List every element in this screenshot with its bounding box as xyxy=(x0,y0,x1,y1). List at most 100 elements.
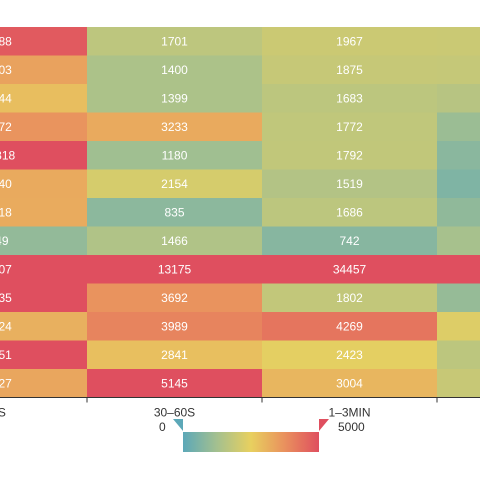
heatmap-cell[interactable] xyxy=(437,312,480,341)
visual-map-legend[interactable]: 0 5000 xyxy=(159,419,365,452)
cell-value-label: 1686 xyxy=(336,205,363,219)
heatmap-cell[interactable] xyxy=(87,141,262,170)
cell-value-label: 3240 xyxy=(0,177,12,191)
cell-value-label: 1399 xyxy=(161,91,188,105)
heatmap-cell[interactable] xyxy=(87,169,262,199)
heatmap-cell[interactable] xyxy=(262,55,437,85)
heatmap-cell[interactable] xyxy=(262,255,437,284)
cell-value-label: 835 xyxy=(164,205,184,219)
cell-value-label: 1400 xyxy=(161,63,188,77)
cell-value-label: 1792 xyxy=(336,148,363,162)
cell-value-label: 13318 xyxy=(0,148,16,162)
heatmap-cell[interactable] xyxy=(0,55,87,85)
cell-value-label: 949 xyxy=(0,234,9,248)
cell-value-label: 34457 xyxy=(333,262,367,276)
legend-max-label: 5000 xyxy=(338,420,365,434)
cell-value-label: 6835 xyxy=(0,291,12,305)
cell-value-label: 6107 xyxy=(0,262,12,276)
heatmap-cell[interactable] xyxy=(262,27,437,56)
cell-value-label: 4788 xyxy=(0,34,12,48)
heatmap-cell[interactable] xyxy=(437,198,480,227)
heatmap-cell[interactable] xyxy=(87,112,262,142)
heatmap-cell[interactable] xyxy=(262,84,437,113)
heatmap-cell[interactable] xyxy=(0,226,87,256)
cell-value-label: 2844 xyxy=(0,91,12,105)
heatmap-cell[interactable] xyxy=(87,27,262,56)
heatmap-cell[interactable] xyxy=(0,84,87,113)
heatmap-cell[interactable] xyxy=(87,226,262,256)
cell-value-label: 3403 xyxy=(0,63,12,77)
cell-value-label: 1519 xyxy=(336,177,363,191)
legend-min-label: 0 xyxy=(159,420,166,434)
heatmap-cell[interactable] xyxy=(437,226,480,256)
cell-value-label: 3327 xyxy=(0,376,12,390)
heatmap-cell[interactable] xyxy=(437,340,480,370)
cell-value-label: 2154 xyxy=(161,177,188,191)
x-axis: 0S 30–60S 1–3MIN xyxy=(0,397,480,420)
heatmap-cell[interactable] xyxy=(262,169,437,199)
heatmap-cell[interactable] xyxy=(262,198,437,227)
heatmap-cell[interactable] xyxy=(437,169,480,199)
heatmap-cell[interactable] xyxy=(437,283,480,313)
heatmap-cell[interactable] xyxy=(87,369,262,398)
heatmap-cell[interactable] xyxy=(0,169,87,199)
heatmap-cell[interactable] xyxy=(87,340,262,370)
cell-value-label: 13175 xyxy=(158,262,192,276)
heatmap-cell[interactable] xyxy=(0,369,87,398)
heatmap-cell[interactable] xyxy=(262,141,437,170)
x-axis-tick-label: 30–60S xyxy=(154,406,195,420)
heatmap-cell[interactable] xyxy=(0,27,87,56)
cell-value-label: 3692 xyxy=(161,291,188,305)
heatmap-cell[interactable] xyxy=(87,84,262,113)
legend-min-handle[interactable] xyxy=(173,419,183,431)
heatmap-cell[interactable] xyxy=(87,198,262,227)
heatmap-cell[interactable] xyxy=(87,55,262,85)
cell-value-label: 1701 xyxy=(161,34,188,48)
heatmap-cell[interactable] xyxy=(262,226,437,256)
heatmap-cell[interactable] xyxy=(437,55,480,85)
heatmap-cell[interactable] xyxy=(262,340,437,370)
x-axis-tick-label: 0S xyxy=(0,406,6,420)
cell-value-label: 1180 xyxy=(162,148,188,162)
cell-value-label: 4269 xyxy=(336,319,363,333)
cell-value-label: 1802 xyxy=(336,291,363,305)
cell-value-label: 3233 xyxy=(161,120,188,134)
heatmap-cell[interactable] xyxy=(437,141,480,170)
heatmap-cell[interactable] xyxy=(0,198,87,227)
heatmap-cell[interactable] xyxy=(87,312,262,341)
heatmap-cell[interactable] xyxy=(262,312,437,341)
cell-value-label: 1466 xyxy=(161,234,188,248)
cell-value-label: 3124 xyxy=(0,319,12,333)
heatmap-cell[interactable] xyxy=(437,112,480,142)
cell-value-label: 3672 xyxy=(0,120,12,134)
cell-value-label: 1683 xyxy=(336,91,363,105)
cell-value-label: 2841 xyxy=(161,348,188,362)
heatmap-cell[interactable] xyxy=(437,369,480,398)
heatmap-cell[interactable] xyxy=(87,283,262,313)
heatmap-cell[interactable] xyxy=(87,255,262,284)
legend-gradient-bar xyxy=(183,432,319,452)
heatmap-cell[interactable] xyxy=(0,340,87,370)
heatmap-cell[interactable] xyxy=(0,112,87,142)
heatmap-cell[interactable] xyxy=(0,255,87,284)
cell-value-label: 3989 xyxy=(161,319,188,333)
cell-value-label: 742 xyxy=(339,234,359,248)
heatmap-cell[interactable] xyxy=(0,312,87,341)
legend-max-handle[interactable] xyxy=(319,419,329,431)
heatmap-cell[interactable] xyxy=(262,112,437,142)
cell-value-label: 3004 xyxy=(336,376,363,390)
heatmap-cell[interactable] xyxy=(262,283,437,313)
heatmap-cell-labels: 4788 1701 1967 3403 1400 1875 2844 1399 1683 3672… xyxy=(0,34,367,390)
heatmap-cell[interactable] xyxy=(437,27,480,56)
cell-value-label: 1967 xyxy=(336,34,363,48)
heatmap-cell[interactable] xyxy=(0,283,87,313)
heatmap-cells xyxy=(0,27,480,398)
cell-value-label: 5051 xyxy=(0,348,12,362)
heatmap-cell[interactable] xyxy=(437,255,480,284)
cell-value-label: 1875 xyxy=(336,63,363,77)
heatmap-cell[interactable] xyxy=(0,141,87,170)
cell-value-label: 1772 xyxy=(336,120,363,134)
heatmap-cell[interactable] xyxy=(262,369,437,398)
heatmap-cell[interactable] xyxy=(437,84,480,113)
